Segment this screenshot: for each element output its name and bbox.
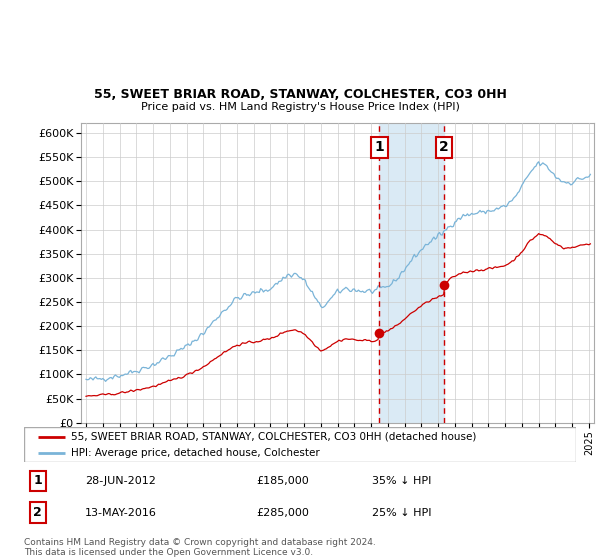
- Text: Contains HM Land Registry data © Crown copyright and database right 2024.
This d: Contains HM Land Registry data © Crown c…: [24, 538, 376, 557]
- Text: 13-MAY-2016: 13-MAY-2016: [85, 508, 157, 517]
- Text: £285,000: £285,000: [256, 508, 309, 517]
- Text: 55, SWEET BRIAR ROAD, STANWAY, COLCHESTER, CO3 0HH (detached house): 55, SWEET BRIAR ROAD, STANWAY, COLCHESTE…: [71, 432, 476, 442]
- Text: Price paid vs. HM Land Registry's House Price Index (HPI): Price paid vs. HM Land Registry's House …: [140, 102, 460, 112]
- Bar: [379, 123, 444, 423]
- Text: HPI: Average price, detached house, Colchester: HPI: Average price, detached house, Colc…: [71, 447, 320, 458]
- Text: 1: 1: [34, 474, 42, 487]
- Text: 25% ↓ HPI: 25% ↓ HPI: [372, 508, 431, 517]
- Text: £185,000: £185,000: [256, 476, 308, 486]
- Text: 28-JUN-2012: 28-JUN-2012: [85, 476, 155, 486]
- Text: 2: 2: [34, 506, 42, 519]
- Text: 55, SWEET BRIAR ROAD, STANWAY, COLCHESTER, CO3 0HH: 55, SWEET BRIAR ROAD, STANWAY, COLCHESTE…: [94, 88, 506, 101]
- Text: 35% ↓ HPI: 35% ↓ HPI: [372, 476, 431, 486]
- Text: 1: 1: [374, 140, 384, 154]
- Text: 2: 2: [439, 140, 449, 154]
